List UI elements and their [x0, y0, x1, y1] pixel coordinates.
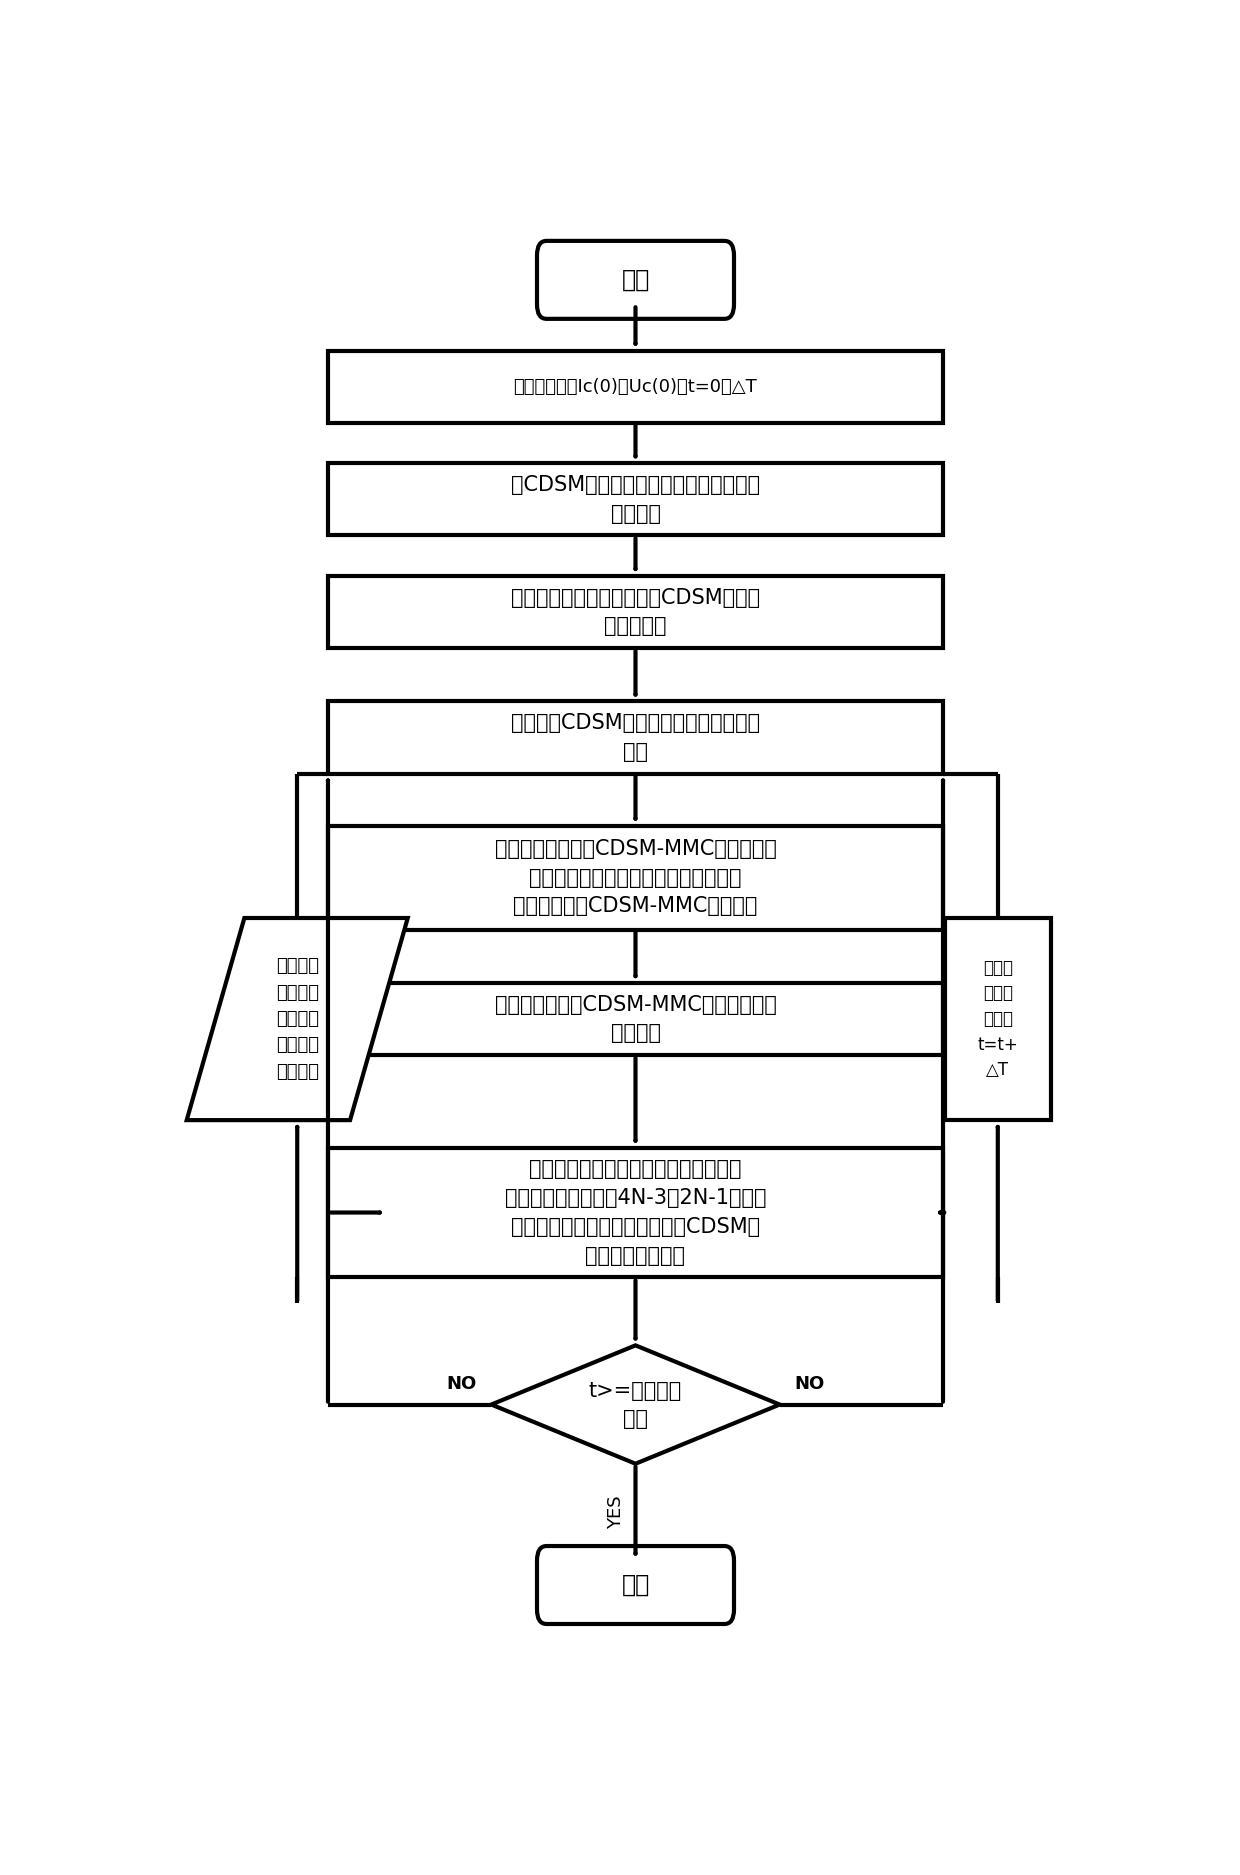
Bar [327, 463, 944, 536]
Polygon shape [491, 1346, 780, 1464]
FancyBboxPatch shape [537, 1547, 734, 1624]
Text: 计算单个CDSM的戴维南等效电阻和等效
电压: 计算单个CDSM的戴维南等效电阻和等效 电压 [511, 712, 760, 761]
Bar [945, 919, 1050, 1119]
Text: 通过叠加求和计算CDSM-MMC单个桥臂的
戴维南等效电阻和等效电压，并进而求
得基于权重法CDSM-MMC等效模型: 通过叠加求和计算CDSM-MMC单个桥臂的 戴维南等效电阻和等效电压，并进而求 … [495, 838, 776, 917]
Text: t>=仿真总时
长？: t>=仿真总时 长？ [589, 1380, 682, 1429]
Text: 进入下
一个仿
真步长
t=t+
△T: 进入下 一个仿 真步长 t=t+ △T [977, 958, 1018, 1080]
Bar [327, 825, 944, 930]
Text: 初始化数据：Ic(0)、Uc(0)、t=0，△T: 初始化数据：Ic(0)、Uc(0)、t=0，△T [513, 377, 758, 396]
Bar [327, 576, 944, 649]
Text: 将CDSM中的开关器件用一双值可变电阻
等效代替: 将CDSM中的开关器件用一双值可变电阻 等效代替 [511, 474, 760, 523]
Bar [327, 1148, 944, 1277]
Text: 根据控制
系统指令
确定各子
模块电容
投切状态: 根据控制 系统指令 确定各子 模块电容 投切状态 [275, 958, 319, 1080]
Text: 采用一种排序效果与冒泡法严格等效且
最大时间复杂度仅为4N-3或2N-1的分类
排序均压算法分别对各桥臂所有CDSM电
容电压值进行排序: 采用一种排序效果与冒泡法严格等效且 最大时间复杂度仅为4N-3或2N-1的分类 … [505, 1159, 766, 1266]
Text: 采用基于权重法CDSM-MMC等效模型进行
仿真运行: 采用基于权重法CDSM-MMC等效模型进行 仿真运行 [495, 994, 776, 1044]
Text: NO: NO [446, 1374, 477, 1393]
FancyBboxPatch shape [537, 240, 734, 319]
Bar [327, 701, 944, 774]
Bar [327, 351, 944, 422]
Text: 结束: 结束 [621, 1573, 650, 1598]
Text: NO: NO [794, 1374, 825, 1393]
Text: 采用权重数值积分法离散化CDSM中的功
率模块电容: 采用权重数值积分法离散化CDSM中的功 率模块电容 [511, 587, 760, 636]
Bar [327, 982, 944, 1056]
Text: YES: YES [608, 1494, 625, 1528]
Text: 开始: 开始 [621, 268, 650, 292]
Polygon shape [187, 919, 408, 1119]
